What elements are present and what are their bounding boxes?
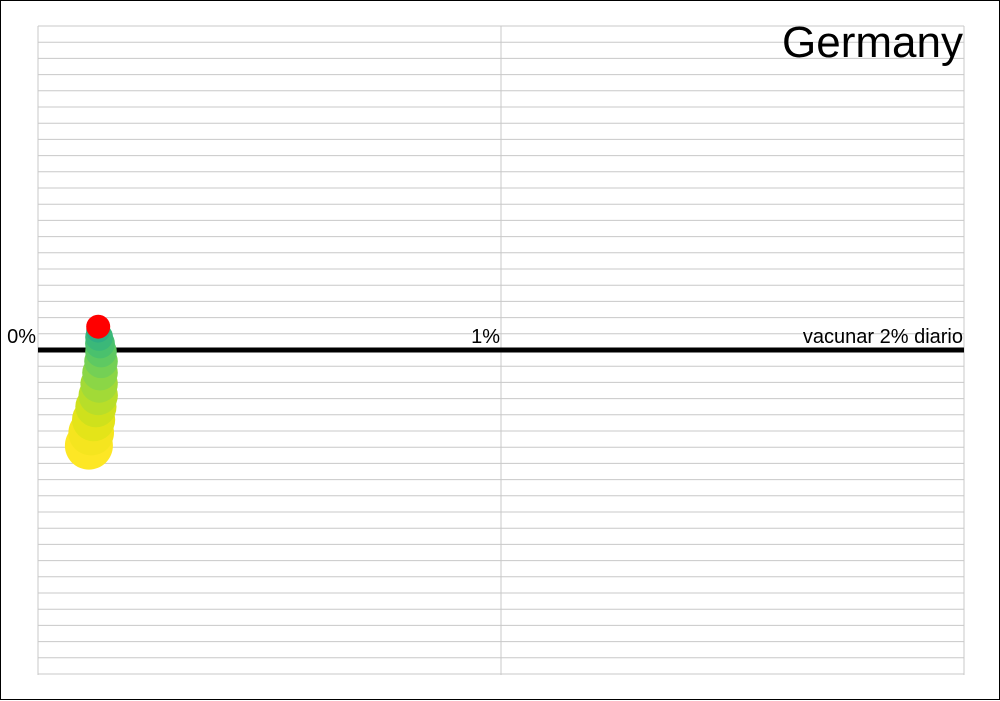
x-tick-labels: 0% 1% vacunar 2% diario xyxy=(7,326,963,348)
chart-title: Germany xyxy=(782,18,963,67)
x-tick-label: 1% xyxy=(471,326,500,348)
x-tick-label: 0% xyxy=(7,326,36,348)
data-points xyxy=(65,315,118,470)
x-tick-label: vacunar 2% diario xyxy=(803,326,963,348)
data-point xyxy=(86,315,110,339)
